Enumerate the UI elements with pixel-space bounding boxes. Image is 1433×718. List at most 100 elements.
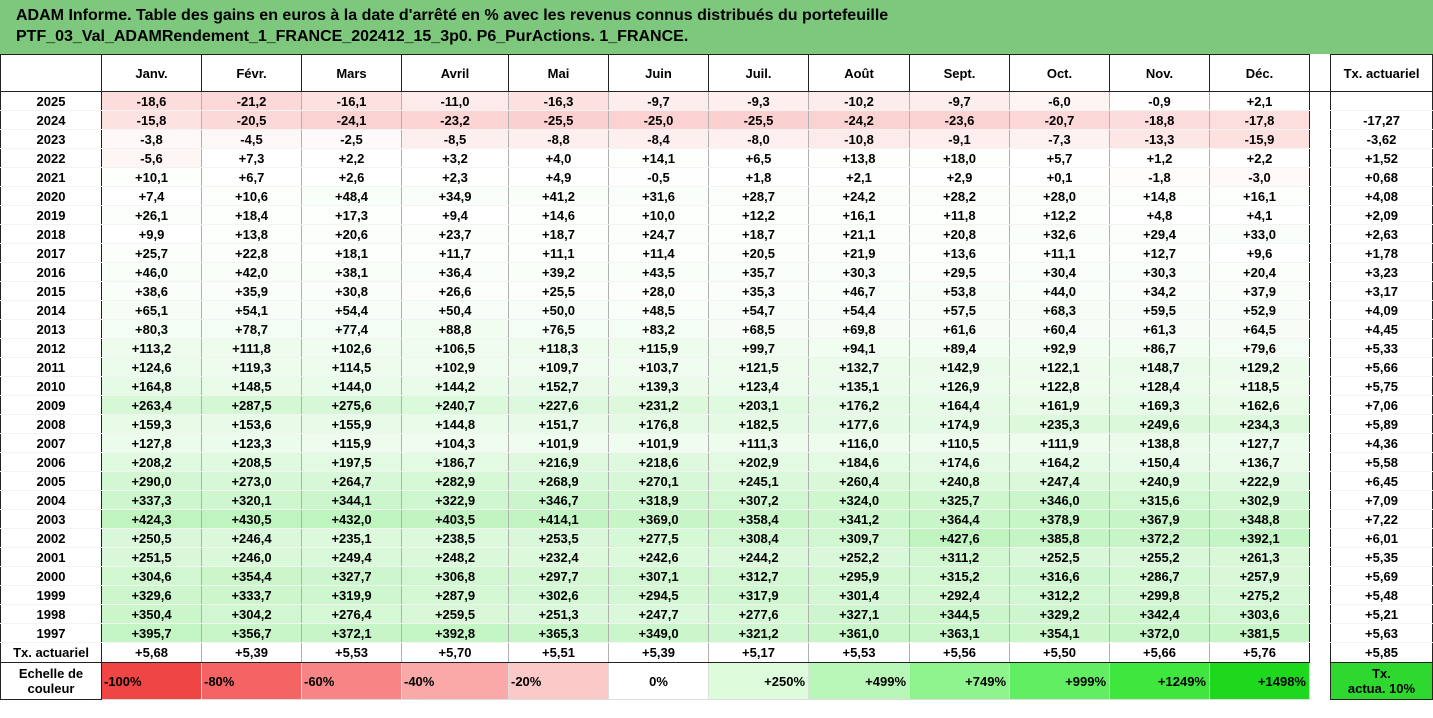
column-gap	[1309, 205, 1331, 225]
gain-cell: +4,8	[1109, 205, 1210, 225]
gain-cell: +260,4	[808, 471, 910, 491]
gain-cell: +57,5	[909, 300, 1010, 320]
gain-cell: +20,5	[708, 243, 809, 263]
gain-cell: +65,1	[101, 300, 202, 320]
gain-cell: +430,5	[201, 509, 302, 529]
tx-actua-line1: Tx.	[1372, 666, 1391, 681]
gain-cell: +174,9	[909, 414, 1010, 434]
gain-cell: +111,9	[1009, 433, 1110, 453]
column-gap	[1309, 433, 1331, 453]
header-row: Janv. Févr. Mars Avril Mai Juin Juil. Août Sept.…	[0, 54, 1433, 92]
gain-cell: +6,5	[708, 148, 809, 168]
gain-cell: +139,3	[608, 376, 709, 396]
gain-cell: +88,8	[401, 319, 509, 339]
year-row: 1997 +395,7 +356,7 +372,1 +392,8 +365,3 +349,0…	[0, 623, 1433, 643]
gain-cell: +144,2	[401, 376, 509, 396]
gain-cell: +249,6	[1109, 414, 1210, 434]
gain-cell: +111,3	[708, 433, 809, 453]
gain-cell: +315,6	[1109, 490, 1210, 510]
year-label: 2017	[0, 243, 102, 263]
year-label: 2005	[0, 471, 102, 491]
gain-cell: +174,6	[909, 452, 1010, 472]
color-scale-swatch: -60%	[301, 662, 402, 700]
tx-actuariel-label: Tx. actuariel	[0, 642, 102, 663]
year-row: 2022 -5,6 +7,3 +2,2 +3,2 +4,0 +14,1 +6,5 +13,8 +1…	[0, 148, 1433, 168]
gain-cell: +299,8	[1109, 585, 1210, 605]
gain-cell: +123,3	[201, 433, 302, 453]
column-gap	[1309, 376, 1331, 396]
gain-cell: +358,4	[708, 509, 809, 529]
gain-cell: +4,9	[508, 167, 609, 187]
gain-cell: +83,2	[608, 319, 709, 339]
gain-cell: +197,5	[301, 452, 402, 472]
year-row: 2009 +263,4 +287,5 +275,6 +240,7 +227,6 +231,2…	[0, 395, 1433, 415]
gain-cell: +44,0	[1009, 281, 1110, 301]
gain-cell: +344,5	[909, 604, 1010, 624]
tx-actuariel-month-value: +5,39	[608, 642, 709, 663]
column-gap	[1309, 547, 1331, 567]
color-scale-swatch: 0%	[608, 662, 709, 700]
gain-cell: +367,9	[1109, 509, 1210, 529]
column-gap	[1309, 54, 1331, 92]
gain-cell: +28,0	[608, 281, 709, 301]
gain-cell: +13,8	[808, 148, 910, 168]
gain-cell: +29,5	[909, 262, 1010, 282]
year-row: 2017 +25,7 +22,8 +18,1 +11,7 +11,1 +11,4 +20,5 +…	[0, 243, 1433, 263]
gain-cell: -9,1	[909, 129, 1010, 149]
month-header: Sept.	[909, 54, 1010, 92]
color-scale-row: Echelle de couleur -100% -80% -60% -40% -20% 0%…	[0, 662, 1433, 700]
gain-cell: +363,1	[909, 623, 1010, 643]
month-header: Mars	[301, 54, 402, 92]
gain-cell: +14,6	[508, 205, 609, 225]
gain-cell: +34,9	[401, 186, 509, 206]
gain-cell: +321,2	[708, 623, 809, 643]
gain-cell: +325,7	[909, 490, 1010, 510]
year-row: 2024 -15,8 -20,5 -24,1 -23,2 -25,5 -25,0 -25,5-…	[0, 110, 1433, 130]
gain-cell: +39,2	[508, 262, 609, 282]
tx-actuariel-cell: +5,89	[1330, 414, 1433, 434]
gain-cell: +11,1	[508, 243, 609, 263]
gain-cell: +372,1	[301, 623, 402, 643]
gain-cell: -3,0	[1209, 167, 1310, 187]
year-row: 2006 +208,2 +208,5 +197,5 +186,7 +216,9 +218,6…	[0, 452, 1433, 472]
gain-cell: +0,1	[1009, 167, 1110, 187]
tx-actuariel-cell: +5,66	[1330, 357, 1433, 377]
gain-cell: +11,4	[608, 243, 709, 263]
gain-cell: +24,7	[608, 224, 709, 244]
tx-actuariel-cell	[1330, 91, 1433, 111]
gain-cell: +25,5	[508, 281, 609, 301]
column-gap	[1309, 471, 1331, 491]
gain-cell: -10,8	[808, 129, 910, 149]
gain-cell: +76,5	[508, 319, 609, 339]
year-label: 2022	[0, 148, 102, 168]
gain-cell: +403,5	[401, 509, 509, 529]
gain-cell: +9,9	[101, 224, 202, 244]
tx-actuariel-cell: -17,27	[1330, 110, 1433, 130]
gain-cell: +50,4	[401, 300, 509, 320]
gain-cell: +123,4	[708, 376, 809, 396]
column-gap	[1309, 414, 1331, 434]
tx-actuariel-month-value: +5,53	[808, 642, 910, 663]
gain-cell: +252,5	[1009, 547, 1110, 567]
gain-cell: +33,0	[1209, 224, 1310, 244]
gain-cell: +109,7	[508, 357, 609, 377]
gain-cell: -2,5	[301, 129, 402, 149]
gain-cell: +356,7	[201, 623, 302, 643]
gain-cell: +12,2	[1009, 205, 1110, 225]
year-row: 2014 +65,1 +54,1 +54,4 +50,4 +50,0 +48,5 +54,7 +…	[0, 300, 1433, 320]
gain-cell: -25,5	[508, 110, 609, 130]
gain-cell: +92,9	[1009, 338, 1110, 358]
gain-cell: +9,6	[1209, 243, 1310, 263]
tx-actua-line2: actua. 10%	[1347, 681, 1416, 696]
gain-cell: +306,8	[401, 566, 509, 586]
column-gap	[1309, 281, 1331, 301]
gain-cell: +253,5	[508, 528, 609, 548]
gain-cell: +234,3	[1209, 414, 1310, 434]
column-gap	[1309, 110, 1331, 130]
gain-cell: +129,2	[1209, 357, 1310, 377]
gain-cell: +322,9	[401, 490, 509, 510]
gain-cell: +227,6	[508, 395, 609, 415]
tx-actuariel-cell: +6,01	[1330, 528, 1433, 548]
gain-cell: +277,5	[608, 528, 709, 548]
gain-cell: +218,6	[608, 452, 709, 472]
